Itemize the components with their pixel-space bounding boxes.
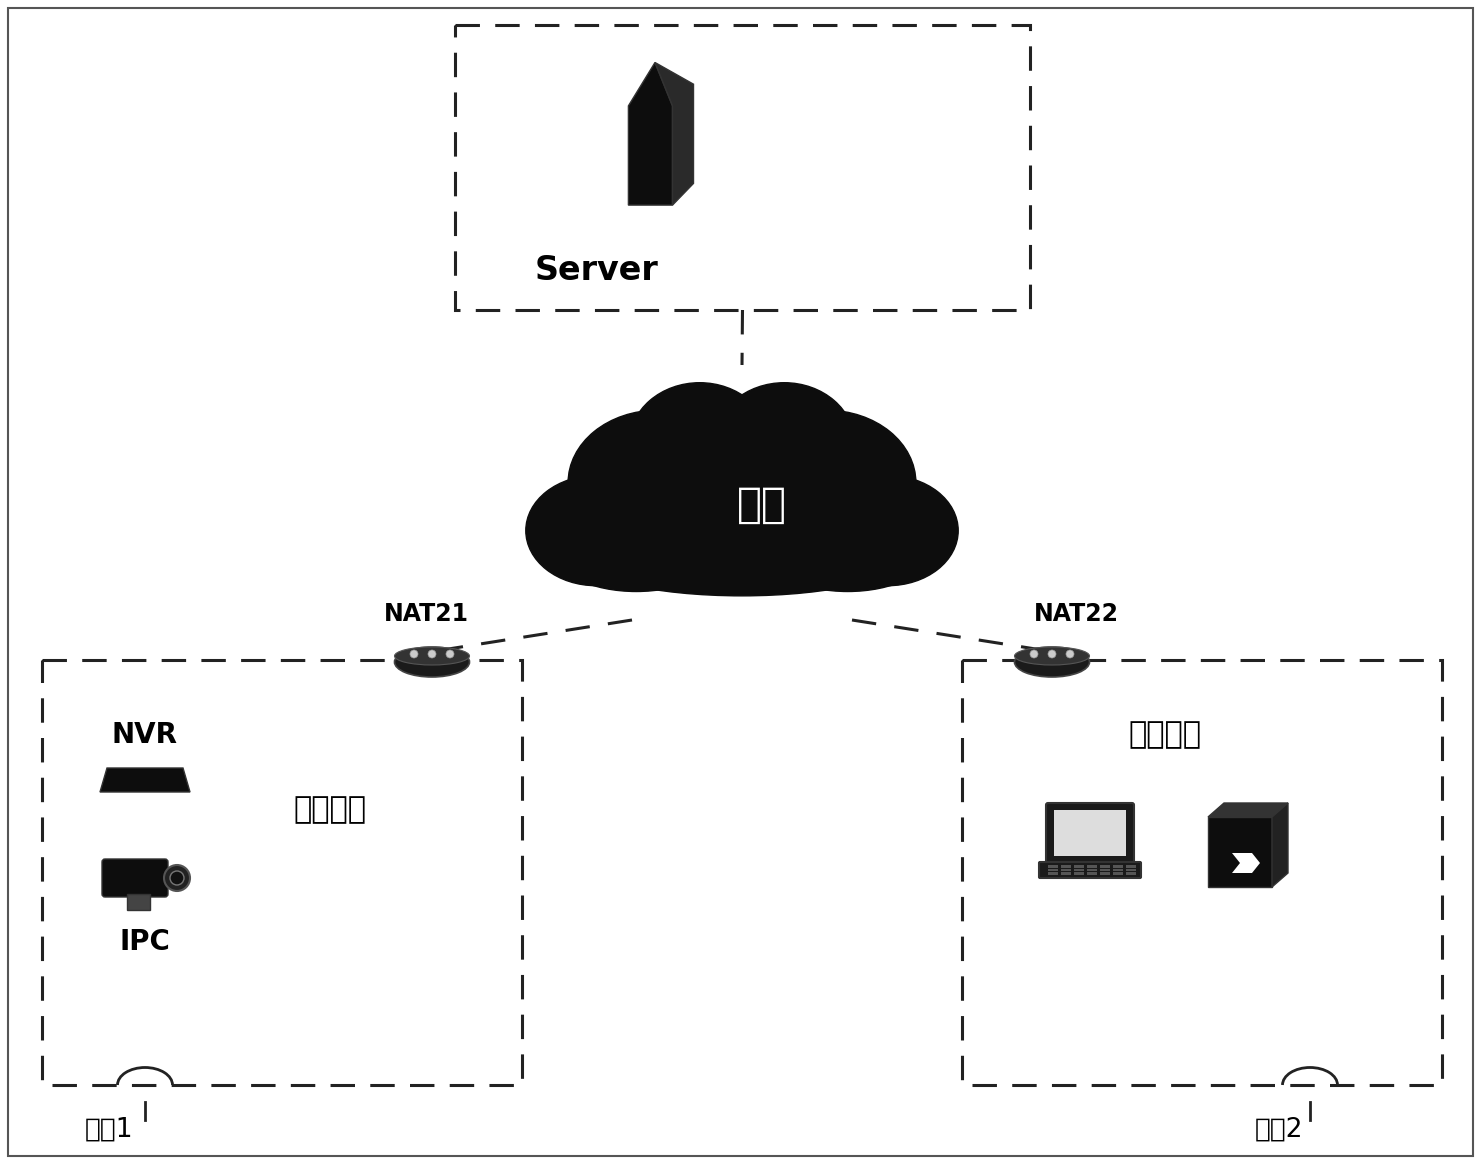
Text: IPC: IPC bbox=[120, 929, 171, 956]
FancyBboxPatch shape bbox=[1114, 871, 1123, 875]
FancyBboxPatch shape bbox=[1048, 868, 1057, 871]
Text: 内网1: 内网1 bbox=[85, 1117, 133, 1143]
Circle shape bbox=[409, 650, 418, 658]
Text: Server: Server bbox=[535, 254, 658, 287]
FancyBboxPatch shape bbox=[1126, 868, 1136, 871]
Polygon shape bbox=[99, 768, 190, 792]
Circle shape bbox=[1048, 650, 1056, 658]
Polygon shape bbox=[629, 63, 672, 205]
FancyBboxPatch shape bbox=[1048, 871, 1057, 875]
Text: NAT22: NAT22 bbox=[1034, 602, 1120, 626]
Text: 公网: 公网 bbox=[737, 483, 787, 527]
Circle shape bbox=[1066, 650, 1074, 658]
Ellipse shape bbox=[526, 475, 667, 586]
FancyBboxPatch shape bbox=[1126, 864, 1136, 868]
Ellipse shape bbox=[620, 415, 865, 594]
FancyBboxPatch shape bbox=[1074, 868, 1084, 871]
Polygon shape bbox=[128, 894, 150, 910]
FancyBboxPatch shape bbox=[1087, 871, 1097, 875]
Text: 业务设备: 业务设备 bbox=[1129, 720, 1201, 749]
Polygon shape bbox=[1209, 817, 1272, 887]
FancyBboxPatch shape bbox=[1060, 864, 1071, 868]
Text: 业务设备: 业务设备 bbox=[294, 796, 366, 825]
FancyBboxPatch shape bbox=[102, 859, 168, 897]
FancyBboxPatch shape bbox=[1087, 868, 1097, 871]
FancyBboxPatch shape bbox=[1100, 864, 1109, 868]
Circle shape bbox=[446, 650, 454, 658]
Ellipse shape bbox=[713, 382, 854, 504]
FancyBboxPatch shape bbox=[1074, 864, 1084, 868]
Ellipse shape bbox=[568, 410, 747, 556]
Ellipse shape bbox=[165, 864, 190, 891]
Ellipse shape bbox=[1014, 647, 1090, 665]
Text: NAT21: NAT21 bbox=[384, 602, 469, 626]
FancyBboxPatch shape bbox=[1060, 871, 1071, 875]
Ellipse shape bbox=[817, 475, 958, 586]
FancyBboxPatch shape bbox=[1100, 868, 1109, 871]
FancyBboxPatch shape bbox=[1114, 868, 1123, 871]
Ellipse shape bbox=[171, 871, 184, 885]
Ellipse shape bbox=[394, 647, 470, 665]
Polygon shape bbox=[1272, 803, 1289, 887]
Circle shape bbox=[1031, 650, 1038, 658]
Ellipse shape bbox=[737, 410, 916, 556]
Ellipse shape bbox=[629, 382, 770, 504]
FancyBboxPatch shape bbox=[1054, 810, 1126, 856]
FancyBboxPatch shape bbox=[1114, 864, 1123, 868]
Circle shape bbox=[429, 650, 436, 658]
Ellipse shape bbox=[577, 515, 906, 595]
Polygon shape bbox=[655, 63, 694, 205]
Ellipse shape bbox=[1014, 647, 1090, 677]
FancyBboxPatch shape bbox=[1100, 871, 1109, 875]
Ellipse shape bbox=[394, 647, 470, 677]
FancyBboxPatch shape bbox=[1074, 871, 1084, 875]
FancyBboxPatch shape bbox=[1126, 871, 1136, 875]
FancyBboxPatch shape bbox=[1048, 864, 1057, 868]
FancyBboxPatch shape bbox=[1060, 868, 1071, 871]
Polygon shape bbox=[1209, 803, 1289, 817]
Text: 内网2: 内网2 bbox=[1255, 1117, 1304, 1143]
Text: NVR: NVR bbox=[113, 721, 178, 749]
Ellipse shape bbox=[765, 510, 930, 592]
FancyBboxPatch shape bbox=[1046, 803, 1134, 864]
FancyBboxPatch shape bbox=[1040, 862, 1140, 878]
Polygon shape bbox=[1232, 853, 1261, 873]
Ellipse shape bbox=[555, 510, 718, 592]
FancyBboxPatch shape bbox=[1087, 864, 1097, 868]
